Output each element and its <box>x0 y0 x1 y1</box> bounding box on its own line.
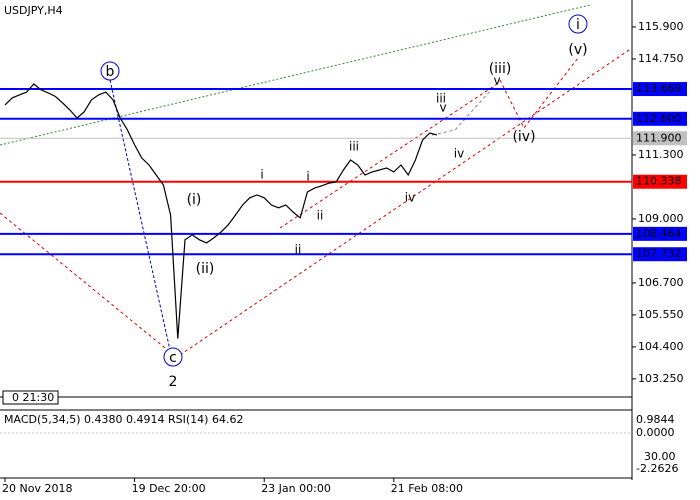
wave-label: (ii) <box>196 261 215 277</box>
y-tick-label: 103.250 <box>638 372 684 385</box>
x-tick-label: 21 Feb 08:00 <box>391 482 463 495</box>
wave-label: ii <box>295 243 302 257</box>
wave-label: iii <box>436 92 446 106</box>
y-tick-label: 111.300 <box>638 148 684 161</box>
wave-label: c <box>169 350 177 366</box>
trend-line <box>279 81 501 229</box>
x-tick-label: 23 Jan 00:00 <box>261 482 331 495</box>
y-tick-label: 109.000 <box>638 212 684 225</box>
y-tick-label: 115.900 <box>638 20 684 33</box>
trend-lines <box>0 4 633 356</box>
level-box <box>633 226 687 241</box>
wave-circle <box>163 347 183 367</box>
x-tick-label: 19 Dec 20:00 <box>132 482 206 495</box>
chart-title: USDJPY,H4 <box>4 4 63 17</box>
level-box <box>633 247 687 262</box>
wave-label: i <box>306 170 309 184</box>
wave-label: v <box>439 101 446 115</box>
wave-label: i <box>576 17 580 33</box>
wave-label: i <box>260 168 263 182</box>
y-tick-label: 105.550 <box>638 308 684 321</box>
level-label: 113.669 <box>636 82 682 95</box>
y-tick-label: 114.750 <box>638 52 684 65</box>
price-line <box>4 83 438 339</box>
wave-label: (i) <box>187 192 202 208</box>
level-label: 112.600 <box>636 112 682 125</box>
wave-circle <box>568 14 588 34</box>
wave-label: iv <box>405 191 415 205</box>
trend-line <box>109 79 171 351</box>
trend-line <box>0 212 171 353</box>
wave-label: v <box>493 74 500 88</box>
level-label: 111.900 <box>636 131 682 144</box>
indicator-label: 0.9844 <box>636 413 675 426</box>
wave-label: iii <box>349 140 359 154</box>
level-label: 110.338 <box>636 175 682 188</box>
trend-line <box>0 4 591 146</box>
indicator-label: 30.00 <box>644 450 676 463</box>
wave-label: b <box>106 64 115 80</box>
level-box <box>633 174 687 189</box>
level-label: 108.464 <box>636 227 682 240</box>
wave-circle <box>100 61 120 81</box>
x-tick-label: 20 Nov 2018 <box>2 482 72 495</box>
level-box <box>633 131 687 146</box>
level-box <box>633 82 687 97</box>
wave-label: iv <box>454 147 464 161</box>
time-box <box>2 390 59 405</box>
trend-line <box>179 47 633 356</box>
indicator-label: 0.0000 <box>636 426 675 439</box>
indicator-title: MACD(5,34,5) 0.4380 0.4914 RSI(14) 64.62 <box>4 413 243 426</box>
wave-label: (iii) <box>489 61 512 77</box>
time-label: 0 21:30 <box>12 391 54 404</box>
wave-label: 2 <box>169 374 178 390</box>
y-tick-label: 106.700 <box>638 276 684 289</box>
wave-label: ii <box>317 209 324 223</box>
forecast-path <box>431 79 501 136</box>
y-tick-label: 104.400 <box>638 340 684 353</box>
wave-label: (v) <box>568 42 587 58</box>
level-box <box>633 111 687 126</box>
level-label: 107.732 <box>636 247 682 260</box>
indicator-label: -2.2626 <box>636 462 678 475</box>
wave-label: (iv) <box>512 129 535 145</box>
